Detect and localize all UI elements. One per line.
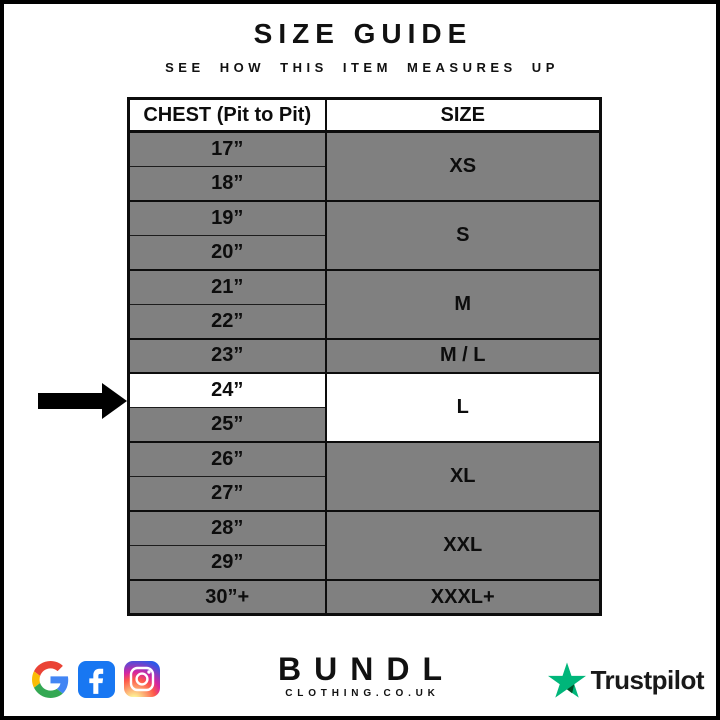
highlight-arrow-icon: [38, 383, 127, 419]
chest-cell: 30”+: [128, 579, 327, 615]
chest-cell: 27”: [128, 476, 327, 511]
table-row: 17” XS: [128, 130, 601, 201]
table-row: 21” M: [128, 268, 601, 339]
brand-logo: BUNDL CLOTHING.CO.UK: [4, 652, 716, 699]
chest-cell: 21”: [128, 268, 327, 304]
size-cell-highlighted: L: [325, 372, 601, 442]
chest-cell: 29”: [128, 545, 327, 580]
social-icons: [31, 660, 160, 698]
table-row: 30”+ XXXL+: [128, 579, 601, 615]
size-cell: XXXL+: [325, 579, 601, 615]
trustpilot-star-icon: [547, 662, 586, 698]
table-row-highlighted: 24” L: [128, 372, 601, 442]
brand-name: BUNDL: [278, 651, 455, 687]
table-row: 29”: [128, 545, 601, 580]
page-subtitle: SEE HOW THIS ITEM MEASURES UP: [165, 60, 559, 75]
size-cell: M / L: [325, 337, 601, 373]
trustpilot-logo[interactable]: Trustpilot: [547, 662, 705, 699]
instagram-icon[interactable]: [124, 661, 160, 697]
table-row: 26” XL: [128, 441, 601, 511]
chest-cell: 25”: [128, 407, 327, 442]
table-row: 28” XXL: [128, 510, 601, 580]
table-row: 20”: [128, 234, 601, 270]
size-cell: XS: [325, 130, 601, 201]
table-row: 25”: [128, 407, 601, 442]
chest-cell: 18”: [128, 165, 327, 201]
size-guide-table: CHEST (Pit to Pit) SIZE 17” XS 18” 19” S…: [127, 97, 602, 616]
size-cell: XXL: [325, 510, 601, 580]
chest-cell-highlighted: 24”: [128, 372, 327, 408]
page-title: SIZE GUIDE: [253, 18, 473, 49]
chest-cell: 23”: [128, 337, 327, 373]
size-cell: XL: [325, 441, 601, 511]
table-row: 18”: [128, 165, 601, 201]
chest-cell: 20”: [128, 234, 327, 270]
chest-cell: 28”: [128, 510, 327, 546]
trustpilot-wordmark: Trustpilot: [590, 665, 705, 695]
size-cell: M: [325, 268, 601, 339]
chest-cell: 19”: [128, 199, 327, 235]
table-row: 22”: [128, 303, 601, 339]
brand-domain: CLOTHING.CO.UK: [285, 688, 440, 699]
table-header-row: CHEST (Pit to Pit) SIZE: [128, 98, 601, 133]
chest-column-header: CHEST (Pit to Pit): [128, 98, 327, 133]
size-column-header: SIZE: [325, 98, 601, 133]
google-icon[interactable]: [31, 660, 69, 698]
facebook-icon[interactable]: [78, 660, 115, 698]
table-row: 27”: [128, 476, 601, 511]
chest-cell: 22”: [128, 303, 327, 339]
table-row: 19” S: [128, 199, 601, 270]
chest-cell: 26”: [128, 441, 327, 477]
size-cell: S: [325, 199, 601, 270]
table-row: 23” M / L: [128, 337, 601, 373]
chest-cell: 17”: [128, 130, 327, 166]
